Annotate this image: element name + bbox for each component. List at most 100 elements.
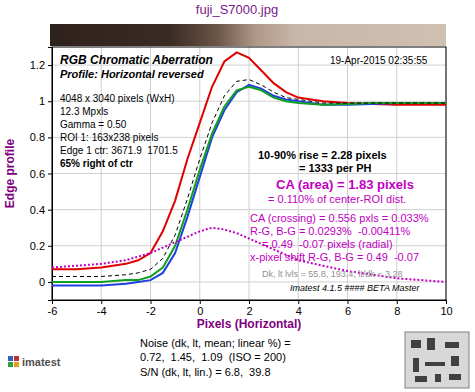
x-tick-label: 4 <box>296 305 302 317</box>
grid <box>52 47 446 300</box>
logo-square <box>14 362 19 367</box>
y-tick-label: 0.4 <box>30 204 45 216</box>
x-tick-mark <box>249 300 250 304</box>
annotation: 65% right of ctr <box>60 158 133 169</box>
x-tick-mark <box>298 300 299 304</box>
x-tick-mark <box>446 300 447 304</box>
x-tick: -2 <box>146 300 156 317</box>
footer-text: S/N (dk, lt, lin.) = 6.8, 39.8 <box>140 366 271 378</box>
y-tick-mark <box>48 210 52 211</box>
thumbnail-patch <box>445 342 459 348</box>
x-axis-line <box>53 301 447 305</box>
x-tick-mark <box>151 300 152 304</box>
footer-text: 0.72, 1.45, 1.09 (ISO = 200) <box>140 351 286 363</box>
x-tick: -4 <box>97 300 107 317</box>
y-tick: 0.6 <box>30 168 52 180</box>
thumbnail-patch <box>427 338 435 350</box>
y-tick: 0.2 <box>30 240 52 252</box>
thumbnail-patch <box>435 374 441 382</box>
y-tick-label: 1 <box>39 95 45 107</box>
x-tick: 8 <box>394 300 400 317</box>
series-line <box>52 85 446 286</box>
x-tick-label: 0 <box>197 305 203 317</box>
series-line <box>52 87 446 282</box>
y-tick-mark <box>48 101 52 102</box>
title: fuji_S7000.jpg <box>196 2 278 17</box>
x-tick: 2 <box>246 300 252 317</box>
annotation: CA (crossing) = 0.556 pxls = 0.033% <box>250 212 429 224</box>
logo-icon <box>8 356 19 367</box>
x-tick: 10 <box>440 300 452 317</box>
x-tick-label: 2 <box>246 305 252 317</box>
y-tick: 1 <box>39 95 52 107</box>
footer-text: Noise (dk, lt, mean; linear %) = <box>140 337 291 349</box>
annotation: x-pixel shift R-G, B-G = 0.49 -0.07 <box>250 251 419 263</box>
annotation: Dk, lt lvls = 55.8, 193.4; lt/dk = 3.28 <box>262 269 403 279</box>
y-tick: 0.8 <box>30 131 52 143</box>
x-axis-title: Pixels (Horizontal) <box>197 317 302 331</box>
y-axis-title: Edge profile <box>3 139 17 209</box>
x-tick-label: -2 <box>146 305 156 317</box>
annotation: R-G, B-G = 0.0293% -0.00411% <box>250 225 411 237</box>
y-tick-label: 0.8 <box>30 131 45 143</box>
annotation: Edge 1 ctr: 3671.9 1701.5 <box>60 145 178 156</box>
y-tick: 0.4 <box>30 204 52 216</box>
series-line <box>52 80 446 277</box>
annotation: = 0.110% of center-ROI dist. <box>268 193 406 205</box>
x-tick: -6 <box>48 300 58 317</box>
annotation: 19-Apr-2015 02:35:55 <box>330 55 428 66</box>
y-grid-line <box>52 173 446 174</box>
x-tick-mark <box>397 300 398 304</box>
plot-frame <box>52 47 446 300</box>
x-tick-label: -6 <box>48 305 58 317</box>
y-tick-label: 0 <box>39 276 45 288</box>
thumbnail-patch <box>411 340 421 348</box>
background <box>0 0 475 392</box>
x-tick-mark <box>101 300 102 304</box>
y-tick-label: 0.6 <box>30 168 45 180</box>
annotation: = 1333 per PH <box>299 162 372 174</box>
thumbnail-patch <box>449 374 461 380</box>
logo-square <box>8 362 13 367</box>
y-axis: 0 0.2 0.4 0.6 0.8 1 1.2 <box>30 48 53 301</box>
y-grid-line <box>52 209 446 210</box>
thumbnail-frame <box>405 332 469 388</box>
annotation: 10-90% rise = 2.28 pixels <box>258 149 387 161</box>
thumbnail <box>405 332 469 388</box>
y-tick-mark <box>48 246 52 247</box>
logo-square <box>8 356 13 361</box>
annotation: 4048 x 3040 pixels (WxH) <box>60 93 175 104</box>
x-tick-mark <box>348 300 349 304</box>
x-tick-label: 10 <box>440 305 452 317</box>
x-tick: 6 <box>345 300 351 317</box>
edge-image-strip <box>50 24 446 46</box>
logo-square <box>14 356 19 361</box>
annotation: = 0.49 -0.07 pixels (radial) <box>262 238 393 250</box>
thumbnail-patch <box>415 376 427 382</box>
y-tick: 1.2 <box>30 59 52 71</box>
y-tick-mark <box>48 174 52 175</box>
y-tick-mark <box>48 65 52 66</box>
annotation: 12.3 Mpxls <box>60 106 108 117</box>
series-group <box>52 52 446 285</box>
annotation: Imatest 4.1.5 #### BETA Master <box>290 283 421 293</box>
x-tick-label: -4 <box>97 305 107 317</box>
annotation: ROI 1: 163x238 pixels <box>60 132 158 143</box>
thumbnail-patch <box>425 362 445 366</box>
y-tick-mark <box>48 282 52 283</box>
y-tick-label: 0.2 <box>30 240 45 252</box>
y-tick-label: 1.2 <box>30 59 45 71</box>
y-tick: 0 <box>39 276 52 288</box>
y-axis-line <box>48 48 53 301</box>
annotation: RGB Chromatic Aberration <box>60 53 213 67</box>
x-tick: 4 <box>296 300 302 317</box>
x-tick-mark <box>200 300 201 304</box>
annotation: CA (area) = 1.83 pixels <box>276 177 414 192</box>
annotation: Gamma = 0.50 <box>60 119 127 130</box>
footer-text: imatest <box>22 356 61 368</box>
thumbnail-patch <box>451 356 459 366</box>
annotations: RGB Chromatic AberrationProfile: Horizon… <box>60 53 429 293</box>
chart: fuji_S7000.jpg -6 -4 -2 0 2 4 6 8 10 0 0.2 0.4 0.6 0.8… <box>0 0 475 392</box>
x-tick-label: 8 <box>394 305 400 317</box>
thumbnail-patch <box>413 358 419 372</box>
